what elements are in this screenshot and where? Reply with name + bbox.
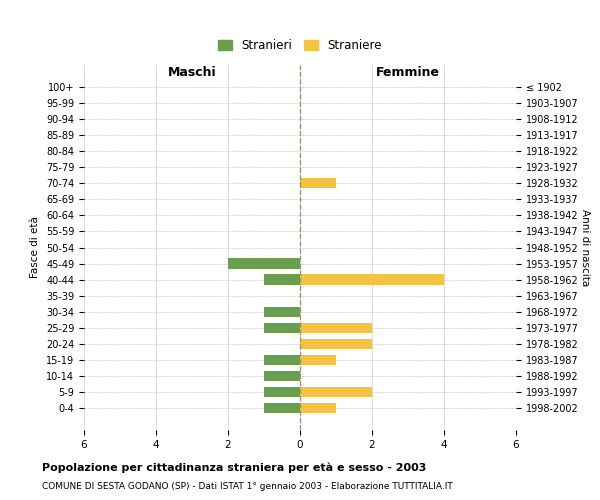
Bar bbox=[264, 322, 300, 333]
Bar bbox=[300, 355, 336, 365]
Bar bbox=[300, 274, 444, 285]
Bar bbox=[264, 403, 300, 413]
Bar bbox=[228, 258, 300, 269]
Bar bbox=[264, 306, 300, 317]
Text: Maschi: Maschi bbox=[167, 66, 217, 79]
Y-axis label: Anni di nascita: Anni di nascita bbox=[580, 209, 590, 286]
Bar bbox=[264, 371, 300, 382]
Text: Popolazione per cittadinanza straniera per età e sesso - 2003: Popolazione per cittadinanza straniera p… bbox=[42, 462, 427, 473]
Text: Femmine: Femmine bbox=[376, 66, 440, 79]
Text: COMUNE DI SESTA GODANO (SP) - Dati ISTAT 1° gennaio 2003 - Elaborazione TUTTITAL: COMUNE DI SESTA GODANO (SP) - Dati ISTAT… bbox=[42, 482, 453, 491]
Bar bbox=[300, 322, 372, 333]
Legend: Stranieri, Straniere: Stranieri, Straniere bbox=[213, 34, 387, 57]
Bar bbox=[264, 274, 300, 285]
Bar bbox=[264, 387, 300, 398]
Bar bbox=[264, 355, 300, 365]
Bar bbox=[300, 178, 336, 188]
Bar bbox=[300, 387, 372, 398]
Bar bbox=[300, 403, 336, 413]
Y-axis label: Fasce di età: Fasce di età bbox=[31, 216, 40, 278]
Bar bbox=[300, 338, 372, 349]
